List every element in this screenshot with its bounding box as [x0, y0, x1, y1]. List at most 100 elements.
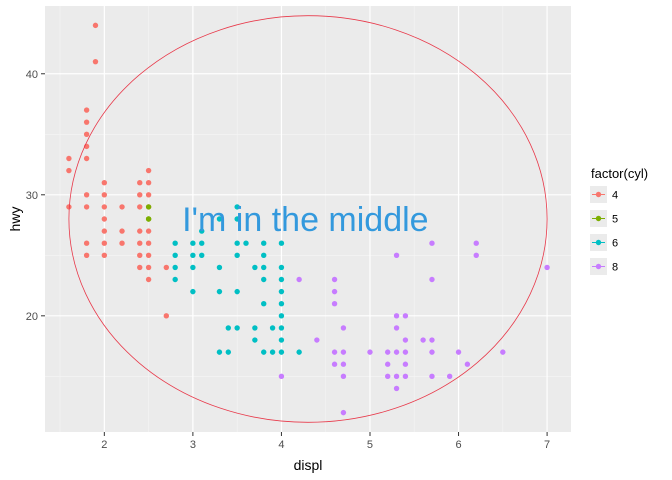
data-point-cyl-6 [261, 240, 267, 246]
legend-label: 4 [612, 190, 618, 202]
data-point-cyl-8 [402, 313, 409, 319]
data-point-cyl-8 [384, 349, 391, 355]
y-tick-label: 20 [26, 311, 38, 323]
data-point-cyl-8 [446, 373, 453, 380]
legend-key-point [595, 215, 602, 222]
data-point-cyl-4 [83, 131, 90, 137]
data-point-cyl-4 [119, 228, 125, 234]
data-point-cyl-6 [225, 325, 232, 331]
data-point-cyl-6 [216, 349, 223, 355]
data-point-cyl-6 [261, 264, 267, 271]
data-point-cyl-6 [216, 216, 223, 222]
data-point-cyl-6 [172, 264, 178, 271]
data-point-cyl-4 [137, 264, 143, 271]
data-point-cyl-6 [269, 349, 276, 355]
data-point-cyl-4 [101, 216, 108, 222]
data-point-cyl-8 [367, 349, 373, 355]
data-point-cyl-8 [402, 361, 409, 367]
data-point-cyl-6 [278, 301, 285, 307]
data-point-cyl-6 [172, 276, 178, 283]
data-point-cyl-8 [402, 349, 409, 355]
data-point-cyl-4 [83, 252, 90, 259]
highlight-ellipse [68, 15, 548, 423]
y-tick-label: 40 [26, 69, 38, 81]
legend-title: factor(cyl) [591, 166, 648, 181]
data-point-cyl-8 [393, 385, 400, 392]
data-point-cyl-8 [429, 240, 435, 246]
data-point-cyl-4 [92, 22, 99, 29]
data-point-cyl-6 [172, 252, 178, 259]
data-point-cyl-4 [83, 155, 90, 162]
data-point-cyl-8 [402, 373, 409, 380]
data-point-cyl-6 [296, 349, 302, 355]
data-point-cyl-6 [190, 252, 196, 259]
data-point-cyl-6 [216, 288, 223, 295]
data-point-cyl-8 [278, 373, 285, 380]
legend-key-point [595, 239, 602, 246]
data-point-cyl-4 [163, 313, 170, 319]
overlay-layer: I'm in the middle [68, 15, 548, 423]
data-point-cyl-8 [473, 252, 479, 259]
x-tick-label: 2 [101, 439, 107, 451]
data-point-cyl-8 [455, 349, 462, 355]
data-point-cyl-4 [119, 204, 125, 210]
data-point-cyl-6 [216, 264, 223, 271]
data-point-cyl-8 [340, 409, 347, 416]
data-point-cyl-8 [429, 276, 435, 283]
data-point-cyl-4 [101, 228, 108, 234]
data-point-cyl-8 [393, 252, 400, 259]
data-point-cyl-6 [234, 288, 240, 295]
data-point-cyl-6 [278, 325, 285, 331]
data-point-cyl-5 [145, 216, 152, 222]
data-point-cyl-6 [278, 349, 285, 355]
data-point-cyl-6 [190, 288, 196, 295]
data-point-cyl-8 [402, 337, 409, 343]
data-point-cyl-6 [234, 240, 240, 246]
data-point-cyl-4 [83, 204, 90, 210]
annotation-text: I'm in the middle [182, 201, 428, 239]
data-point-cyl-8 [331, 349, 338, 355]
data-point-cyl-8 [384, 373, 391, 380]
data-point-cyl-6 [252, 264, 258, 271]
data-point-cyl-4 [83, 240, 90, 246]
data-point-cyl-8 [331, 301, 338, 307]
legend-label: 8 [612, 262, 618, 274]
data-point-cyl-6 [261, 252, 267, 259]
data-point-cyl-8 [340, 349, 347, 355]
data-point-cyl-8 [384, 361, 391, 367]
data-point-cyl-4 [145, 192, 152, 198]
data-point-cyl-8 [393, 349, 400, 355]
x-tick-label: 7 [544, 439, 550, 451]
data-point-cyl-6 [199, 240, 205, 246]
y-axis: 20 30 40 [26, 69, 45, 323]
data-point-cyl-4 [137, 228, 143, 234]
data-point-cyl-4 [92, 58, 99, 65]
data-point-cyl-8 [393, 313, 400, 319]
data-point-cyl-8 [500, 349, 506, 355]
legend-label: 6 [612, 238, 618, 250]
y-tick-label: 30 [26, 190, 38, 202]
data-point-cyl-8 [296, 276, 302, 283]
data-point-cyl-6 [278, 313, 285, 319]
data-point-cyl-8 [331, 361, 338, 367]
data-point-cyl-4 [145, 167, 152, 174]
legend-key-point [595, 263, 602, 270]
legend-label: 5 [612, 214, 618, 226]
data-point-cyl-6 [278, 264, 285, 271]
data-point-cyl-6 [278, 240, 285, 246]
data-point-cyl-8 [340, 325, 347, 331]
data-point-cyl-6 [234, 216, 240, 222]
data-point-cyl-4 [83, 192, 90, 198]
data-point-cyl-8 [393, 325, 400, 331]
data-point-cyl-4 [137, 179, 143, 186]
data-point-cyl-6 [252, 337, 258, 343]
data-point-cyl-8 [429, 337, 435, 343]
data-point-cyl-4 [145, 252, 152, 259]
data-point-cyl-4 [66, 155, 72, 162]
data-points [66, 22, 550, 416]
data-point-cyl-6 [252, 325, 258, 331]
data-point-cyl-4 [66, 204, 72, 210]
data-point-cyl-6 [278, 288, 285, 295]
data-point-cyl-8 [331, 276, 338, 283]
data-point-cyl-8 [393, 373, 400, 380]
